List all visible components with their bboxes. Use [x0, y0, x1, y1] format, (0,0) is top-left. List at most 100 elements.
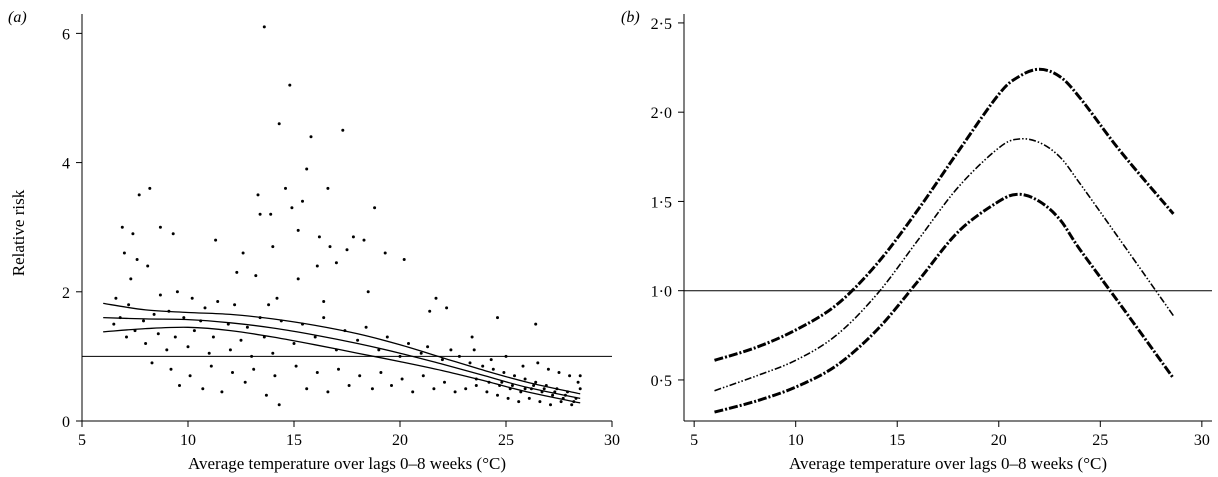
- panel-a-x-tick-label: 30: [604, 432, 620, 449]
- panel-a-data-point: [178, 384, 181, 387]
- panel-a-curve-upper: [103, 302, 581, 395]
- panel-b-y-tick-label: 0·5: [651, 373, 672, 390]
- panel-b-x-title: Average temperature over lags 0–8 weeks …: [789, 454, 1107, 473]
- panel-b-x-tick-label: 25: [1092, 432, 1108, 449]
- panel-a-data-point: [538, 400, 542, 404]
- panel-a-data-point: [214, 238, 218, 242]
- panel-a-data-point: [407, 342, 410, 345]
- panel-a-data-point: [434, 296, 438, 300]
- panel-a-data-point: [142, 319, 145, 323]
- panel-a-data-point: [112, 322, 116, 326]
- panel-a-data-point: [290, 206, 294, 210]
- panel-a-data-point: [137, 193, 141, 197]
- panel-a-data-point: [313, 335, 317, 339]
- panel-a-data-point: [400, 377, 404, 381]
- panel-a-data-point: [383, 251, 387, 255]
- panel-a-data-point: [173, 335, 177, 339]
- panel-a-data-point: [421, 374, 425, 378]
- panel-a-data-point: [464, 387, 468, 391]
- panel-a-data-point: [328, 245, 332, 249]
- panel-a-data-point: [377, 348, 381, 352]
- panel-a-plot-area: [82, 25, 612, 407]
- panel-a-data-point: [521, 364, 525, 368]
- panel-a-y-tick-label: 6: [62, 26, 70, 43]
- panel-a-data-point: [256, 193, 260, 197]
- panel-a-data-point: [114, 296, 118, 300]
- panel-a-data-point: [362, 238, 366, 242]
- panel-a-data-point: [440, 358, 444, 362]
- panel-a-data-point: [398, 354, 402, 358]
- panel-a-curve-estimate: [103, 316, 581, 400]
- panel-a-data-point: [426, 345, 430, 349]
- panel-a-data-point: [273, 374, 277, 378]
- panel-a-data-point: [443, 380, 446, 384]
- panel-a: (a) 5 10 15 20 25 30 0 2 4 6 Average temperature …: [8, 9, 620, 473]
- panel-a-x-tick-label: 25: [498, 432, 514, 449]
- panel-b-plot-area: [684, 67, 1212, 414]
- panel-a-data-point: [570, 403, 574, 407]
- panel-a-data-point: [241, 251, 245, 255]
- panel-a-data-point: [258, 212, 262, 216]
- panel-a-data-point: [496, 393, 499, 397]
- panel-a-data-point: [292, 342, 296, 345]
- panel-a-data-point: [534, 322, 538, 326]
- panel-a-data-point: [264, 393, 268, 397]
- panel-a-data-point: [228, 348, 232, 352]
- panel-a-data-point: [432, 387, 436, 391]
- panel-a-data-point: [419, 351, 423, 355]
- panel-a-data-point: [546, 367, 550, 371]
- panel-a-y-title: Relative risk: [9, 189, 28, 276]
- panel-a-data-point: [250, 354, 254, 358]
- panel-a-data-point: [322, 300, 326, 303]
- panel-a-y-tick-label: 0: [62, 414, 70, 431]
- panel-b: (b) 5 10 15 20 25 30 0·5 1·0 1·5 2·0 2·5 Average t…: [621, 9, 1212, 473]
- panel-a-data-point: [481, 364, 485, 368]
- panel-a-data-point: [156, 332, 160, 336]
- panel-b-y-tick-label: 2·5: [651, 16, 672, 33]
- panel-a-data-point: [351, 235, 355, 239]
- panel-a-data-point: [445, 306, 449, 310]
- panel-a-data-point: [334, 261, 338, 265]
- panel-a-data-point: [322, 316, 326, 320]
- panel-a-data-point: [366, 290, 370, 294]
- panel-a-data-point: [201, 387, 205, 391]
- panel-a-data-point: [301, 199, 304, 203]
- panel-a-data-point: [233, 303, 237, 307]
- panel-a-data-point: [506, 396, 510, 400]
- panel-a-data-point: [517, 400, 521, 404]
- panel-a-data-point: [190, 296, 194, 300]
- panel-a-data-point: [315, 371, 319, 374]
- panel-a-data-point: [129, 277, 133, 281]
- panel-a-data-point: [294, 364, 298, 368]
- panel-a-data-point: [271, 351, 275, 355]
- panel-a-data-point: [557, 371, 561, 374]
- panel-a-data-point: [165, 348, 169, 352]
- panel-a-data-point: [510, 384, 514, 387]
- panel-a-data-point: [385, 335, 389, 339]
- panel-a-y-tick-label: 2: [62, 285, 70, 302]
- panel-b-x-tick-label: 20: [991, 432, 1007, 449]
- panel-a-data-point: [411, 390, 415, 394]
- panel-a-data-point: [309, 135, 313, 139]
- panel-a-data-point: [496, 316, 499, 320]
- panel-a-data-point: [120, 225, 124, 229]
- panel-b-y-tick-label: 1·5: [651, 194, 672, 211]
- panel-b-curve-upper: [714, 67, 1175, 362]
- panel-a-data-point: [122, 251, 126, 255]
- panel-a-data-point: [527, 396, 531, 400]
- panel-a-data-point: [449, 348, 453, 352]
- panel-a-data-point: [472, 348, 476, 352]
- panel-a-data-point: [542, 387, 546, 391]
- panel-a-data-point: [305, 167, 309, 171]
- panel-a-data-point: [148, 186, 152, 190]
- panel-a-data-point: [125, 335, 128, 339]
- panel-a-data-point: [568, 374, 572, 378]
- panel-b-x-tick-label: 30: [1194, 432, 1210, 449]
- panel-a-data-point: [453, 390, 457, 394]
- panel-a-data-point: [186, 345, 190, 349]
- panel-a-data-point: [523, 377, 527, 381]
- panel-a-data-point: [315, 264, 319, 268]
- panel-a-ticks: 5 10 15 20 25 30 0 2 4 6: [62, 26, 620, 449]
- panel-a-data-point: [207, 351, 211, 355]
